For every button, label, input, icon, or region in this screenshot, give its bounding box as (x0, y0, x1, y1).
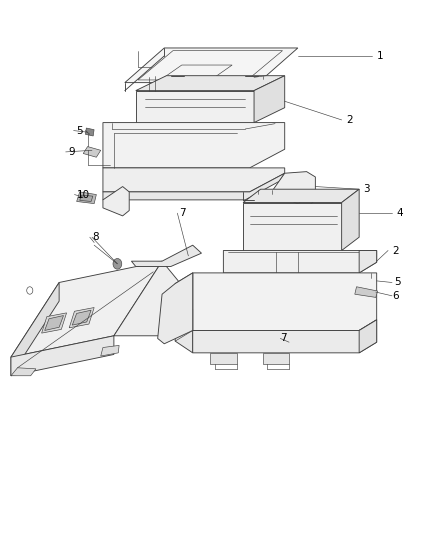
Circle shape (187, 185, 190, 190)
Polygon shape (80, 195, 93, 201)
Polygon shape (243, 203, 342, 251)
Text: 7: 7 (180, 208, 186, 218)
Polygon shape (42, 313, 67, 333)
Text: 5: 5 (77, 126, 83, 135)
Polygon shape (136, 76, 285, 91)
Text: 10: 10 (77, 190, 90, 199)
Polygon shape (103, 123, 285, 168)
Polygon shape (175, 309, 193, 341)
Circle shape (169, 185, 173, 190)
Polygon shape (101, 345, 119, 356)
Polygon shape (11, 282, 59, 376)
Polygon shape (11, 336, 114, 376)
Polygon shape (69, 308, 94, 328)
Polygon shape (243, 189, 359, 203)
Polygon shape (193, 320, 377, 353)
Polygon shape (125, 48, 298, 83)
Text: 2: 2 (346, 115, 353, 125)
Polygon shape (103, 187, 129, 216)
Polygon shape (175, 273, 193, 353)
Polygon shape (45, 316, 64, 330)
Polygon shape (359, 251, 377, 273)
Polygon shape (103, 168, 285, 192)
Polygon shape (355, 287, 378, 297)
Text: 4: 4 (396, 208, 403, 218)
Polygon shape (210, 353, 237, 364)
Text: 3: 3 (364, 184, 370, 194)
Polygon shape (11, 368, 36, 376)
Polygon shape (114, 261, 193, 336)
Polygon shape (77, 192, 96, 204)
Bar (85, 128, 94, 136)
Polygon shape (263, 353, 289, 364)
Polygon shape (223, 251, 377, 273)
Polygon shape (272, 172, 315, 208)
Polygon shape (254, 76, 285, 123)
Text: 9: 9 (68, 147, 74, 157)
Text: 2: 2 (392, 246, 399, 255)
Polygon shape (158, 273, 193, 344)
Polygon shape (131, 245, 201, 266)
Polygon shape (72, 310, 91, 325)
Bar (368, 278, 374, 284)
Polygon shape (359, 320, 377, 353)
Text: 6: 6 (392, 291, 399, 301)
Text: 5: 5 (394, 278, 401, 287)
Text: 7: 7 (280, 334, 287, 343)
Polygon shape (103, 173, 285, 200)
Text: 1: 1 (377, 51, 383, 61)
Polygon shape (193, 273, 377, 330)
Polygon shape (11, 261, 162, 357)
Circle shape (113, 259, 122, 269)
Polygon shape (83, 147, 101, 157)
Text: 8: 8 (92, 232, 99, 242)
Polygon shape (136, 91, 254, 123)
Polygon shape (342, 189, 359, 251)
